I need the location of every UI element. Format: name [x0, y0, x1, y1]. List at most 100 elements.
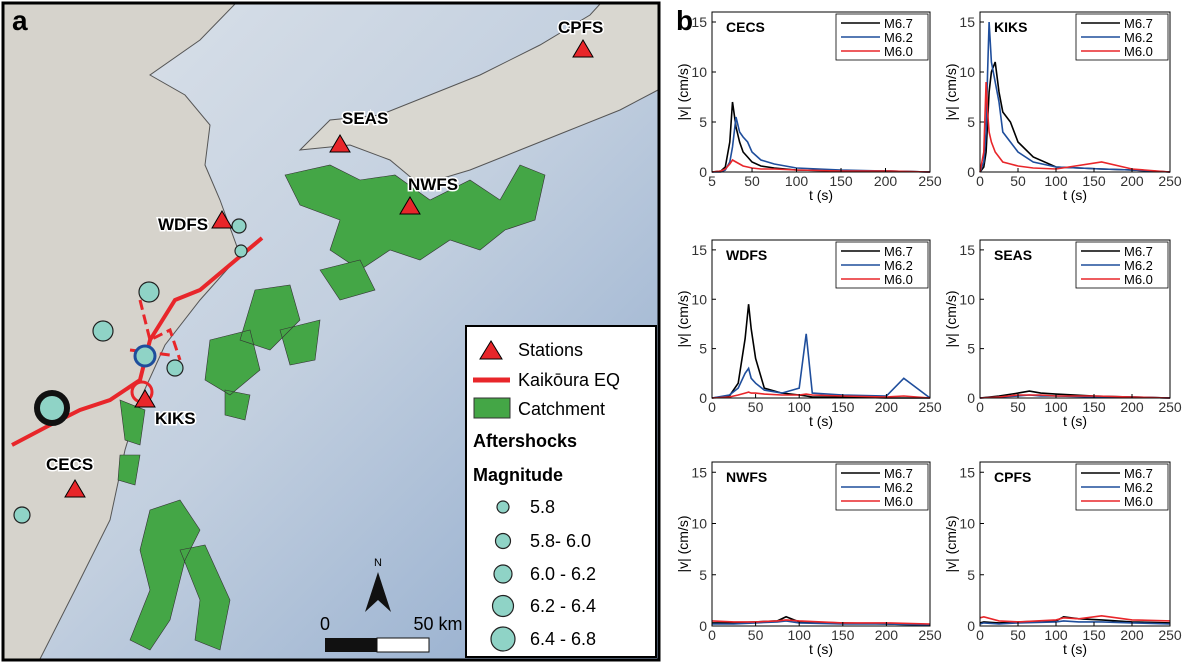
- legend-label: M6.2: [884, 480, 913, 495]
- legend-label: M6.7: [1124, 244, 1153, 259]
- x-tick-label: 5: [708, 173, 716, 189]
- x-tick-label: 50: [1010, 627, 1026, 643]
- y-tick-label: 0: [699, 618, 707, 634]
- legend-symbol: [474, 398, 510, 418]
- x-axis-label: t (s): [1063, 641, 1087, 657]
- station-label: WDFS: [158, 215, 208, 234]
- chart-title: NWFS: [726, 469, 767, 485]
- legend-label: M6.7: [884, 16, 913, 31]
- x-tick-label: 0: [708, 399, 716, 415]
- x-axis-label: t (s): [1063, 187, 1087, 203]
- x-tick-label: 200: [1120, 173, 1144, 189]
- x-tick-label: 50: [748, 627, 764, 643]
- x-tick-label: 200: [875, 399, 899, 415]
- legend-label: M6.2: [1124, 480, 1153, 495]
- x-tick-label: 250: [918, 627, 942, 643]
- x-tick-label: 0: [976, 399, 984, 415]
- x-tick-label: 50: [1010, 399, 1026, 415]
- y-tick-label: 5: [967, 567, 975, 583]
- y-tick-label: 15: [959, 242, 975, 258]
- x-tick-label: 100: [788, 627, 812, 643]
- station-label: CPFS: [558, 18, 603, 37]
- x-tick-label: 0: [708, 627, 716, 643]
- x-tick-label: 250: [918, 399, 942, 415]
- legend-label: M6.2: [1124, 30, 1153, 45]
- legend-label: M6.7: [1124, 466, 1153, 481]
- legend-label: M6.2: [1124, 258, 1153, 273]
- scale-bar: [325, 638, 377, 652]
- y-tick-label: 5: [967, 114, 975, 130]
- x-tick-label: 250: [1158, 173, 1182, 189]
- legend-label: M6.2: [884, 258, 913, 273]
- y-tick-label: 10: [691, 291, 707, 307]
- x-tick-label: 150: [831, 627, 855, 643]
- x-tick-label: 250: [1158, 399, 1182, 415]
- y-tick-label: 5: [967, 341, 975, 357]
- scale-label: 0: [320, 614, 330, 634]
- chart-title: CECS: [726, 19, 765, 35]
- y-axis-label: |v| (cm/s): [675, 290, 691, 347]
- legend-label: M6.0: [1124, 494, 1153, 509]
- y-tick-label: 5: [699, 341, 707, 357]
- x-tick-label: 200: [1120, 627, 1144, 643]
- chart-title: SEAS: [994, 247, 1032, 263]
- x-tick-label: 250: [918, 173, 942, 189]
- y-tick-label: 10: [691, 64, 707, 80]
- y-tick-label: 5: [699, 567, 707, 583]
- y-tick-label: 15: [691, 464, 707, 480]
- y-tick-label: 5: [699, 114, 707, 130]
- station-label: SEAS: [342, 109, 388, 128]
- legend-label: 5.8- 6.0: [530, 531, 591, 551]
- station-label: CECS: [46, 455, 93, 474]
- x-tick-label: 200: [874, 173, 898, 189]
- legend-label: M6.0: [1124, 44, 1153, 59]
- y-tick-label: 10: [959, 291, 975, 307]
- legend-heading: Magnitude: [473, 465, 563, 485]
- y-tick-label: 0: [699, 164, 707, 180]
- x-axis-label: t (s): [809, 641, 833, 657]
- x-tick-label: 0: [976, 627, 984, 643]
- y-tick-label: 10: [959, 64, 975, 80]
- x-axis-label: t (s): [809, 187, 833, 203]
- y-axis-label: |v| (cm/s): [943, 290, 959, 347]
- legend-label: Catchment: [518, 399, 605, 419]
- y-axis-label: |v| (cm/s): [675, 515, 691, 572]
- x-axis-label: t (s): [1063, 413, 1087, 429]
- legend-label: Stations: [518, 340, 583, 360]
- station-label: KIKS: [155, 409, 196, 428]
- chart-title: WDFS: [726, 247, 767, 263]
- legend-label: M6.7: [884, 244, 913, 259]
- legend-label: M6.0: [884, 272, 913, 287]
- legend-label: 6.4 - 6.8: [530, 629, 596, 649]
- legend-label: 6.2 - 6.4: [530, 596, 596, 616]
- y-axis-label: |v| (cm/s): [943, 63, 959, 120]
- x-tick-label: 250: [1158, 627, 1182, 643]
- figure: CPFS SEAS NWFS WDFS KIKS CECS a N 0 50 k…: [0, 0, 1196, 663]
- y-tick-label: 10: [959, 516, 975, 532]
- legend-label: M6.7: [884, 466, 913, 481]
- chart-title: CPFS: [994, 469, 1031, 485]
- legend-heading: Aftershocks: [473, 431, 577, 451]
- legend-label: M6.0: [884, 494, 913, 509]
- x-tick-label: 50: [1010, 173, 1026, 189]
- chart-title: KIKS: [994, 19, 1027, 35]
- y-tick-label: 0: [699, 390, 707, 406]
- legend-label: M6.2: [884, 30, 913, 45]
- legend-label: M6.0: [1124, 272, 1153, 287]
- x-tick-label: 200: [875, 627, 899, 643]
- scale-label: 50 km: [413, 614, 462, 634]
- y-tick-label: 0: [967, 390, 975, 406]
- x-tick-label: 50: [744, 173, 760, 189]
- y-tick-label: 15: [959, 14, 975, 30]
- x-tick-label: 150: [831, 399, 855, 415]
- legend-label: 6.0 - 6.2: [530, 564, 596, 584]
- y-tick-label: 0: [967, 164, 975, 180]
- station-label: NWFS: [408, 175, 458, 194]
- x-axis-label: t (s): [809, 413, 833, 429]
- x-tick-label: 50: [748, 399, 764, 415]
- legend-label: 5.8: [530, 497, 555, 517]
- scale-bar: [377, 638, 429, 652]
- y-tick-label: 10: [691, 516, 707, 532]
- y-tick-label: 15: [691, 242, 707, 258]
- panel-label: a: [12, 5, 28, 36]
